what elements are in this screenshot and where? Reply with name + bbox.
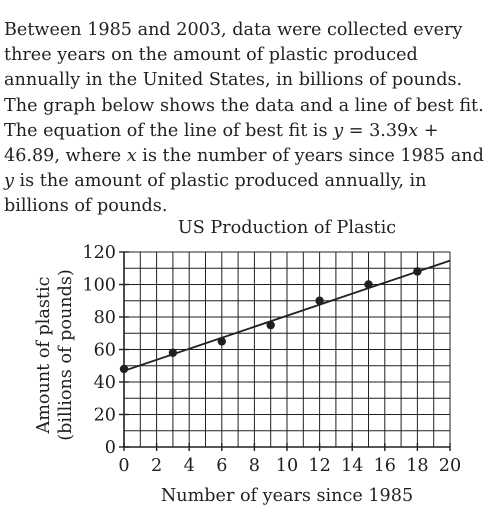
y-tick-label: 20 — [94, 406, 116, 426]
y-tick-label: 0 — [105, 438, 116, 458]
tick-labels: 0 2 4 6 8 10 12 14 16 18 20 0 20 40 60 80 100 120 — [82, 243, 461, 476]
variable-text: y — [333, 120, 344, 141]
y-tick-label: 120 — [82, 243, 116, 263]
x-tick-label: 8 — [249, 456, 260, 476]
problem-text: Between 1985 and 2003, data were collect… — [4, 18, 490, 220]
data-point — [315, 296, 324, 305]
x-tick-label: 12 — [308, 456, 330, 476]
y-axis-label-line2: (billions of pounds) — [56, 269, 76, 441]
problem-sentence: is the number of years since 1985 and — [136, 146, 484, 167]
x-tick-label: 10 — [276, 456, 298, 476]
problem-sentence: = 3.39 — [343, 120, 409, 141]
x-axis-label: Number of years since 1985 — [161, 486, 413, 506]
data-point — [413, 267, 422, 276]
y-tick-label: 100 — [82, 276, 116, 296]
problem-sentence: is the amount of plastic produced annual… — [4, 171, 427, 217]
data-point — [168, 348, 178, 357]
x-tick-label: 4 — [184, 456, 195, 476]
x-tick-label: 18 — [406, 456, 428, 476]
problem-sentence: + 46.89, where — [4, 120, 439, 167]
x-tick-label: 14 — [341, 456, 363, 476]
x-tick-label: 6 — [216, 456, 227, 476]
y-tick-label: 80 — [94, 308, 116, 328]
x-tick-label: 0 — [118, 456, 129, 476]
variable-text: x — [126, 146, 137, 167]
x-tick-label: 16 — [374, 456, 396, 476]
data-point — [266, 320, 275, 330]
y-tick-label: 60 — [94, 341, 116, 361]
y-axis-label-line1: Amount of plastic — [34, 276, 54, 434]
problem-sentence: Between 1985 and 2003, data were collect… — [4, 20, 484, 141]
best-fit-line — [123, 259, 451, 372]
data-point — [119, 364, 129, 374]
data-point — [217, 337, 226, 346]
x-tick-label: 20 — [439, 456, 461, 476]
chart-axes — [119, 251, 451, 451]
x-tick-label: 2 — [151, 456, 162, 476]
chart-title: US Production of Plastic — [178, 218, 396, 238]
variable-text: x — [408, 120, 419, 141]
data-point — [364, 280, 373, 289]
variable-text: y — [4, 171, 14, 192]
data-points — [119, 267, 422, 374]
y-tick-label: 40 — [94, 373, 116, 393]
